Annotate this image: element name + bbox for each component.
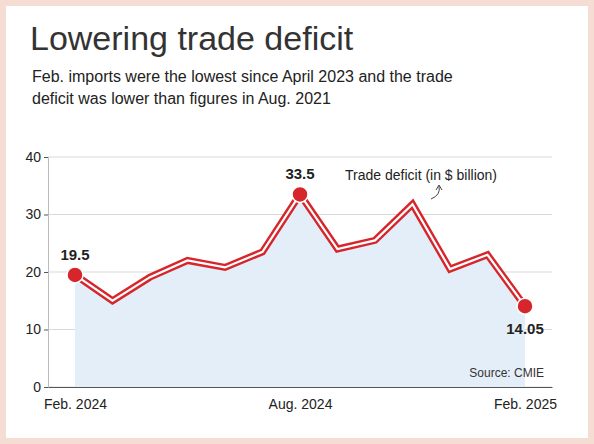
y-tick-label: 30 [25,206,41,222]
x-tick-label: Aug. 2024 [269,396,333,412]
subtitle: Feb. imports were the lowest since April… [32,68,453,107]
x-tick-label: Feb. 2025 [494,396,557,412]
plot-marks [67,186,533,387]
x-tick-label: Feb. 2024 [44,396,107,412]
data-label: 19.5 [60,246,89,263]
y-tick-label: 10 [25,321,41,337]
card [6,6,588,438]
y-tick: 30 [25,206,48,222]
y-tick-label: 40 [25,149,41,165]
grid [48,157,552,387]
title: Lowering trade deficit [30,19,354,57]
y-tick-mark [44,387,48,388]
y-tick-mark [44,272,48,273]
subtitle-line: deficit was lower than figures in Aug. 2… [32,90,331,107]
point [517,298,533,314]
grid-line [48,157,552,158]
y-tick-label: 20 [25,264,41,280]
frame [0,0,594,444]
y-tick: 40 [25,149,48,165]
chart: Lowering trade deficit Feb. imports were … [0,0,594,444]
x-tick: Aug. 2024 [269,387,333,412]
x-axis-line [49,387,553,388]
line-outer [75,194,525,306]
x-tick: Feb. 2025 [494,387,557,412]
y-tick-label: 0 [33,379,41,395]
data-label: 14.05 [506,320,544,337]
subtitle-line: Feb. imports were the lowest since April… [32,68,453,85]
data-label: 33.5 [285,165,314,182]
y-tick-mark [44,215,48,216]
point [67,267,83,283]
y-axis-line [44,158,49,388]
x-tick: Feb. 2024 [44,387,107,412]
annotation: Trade deficit (in $ billion) [345,167,497,183]
point [292,186,308,202]
y-tick-mark [44,330,48,331]
annotation-arrowhead [436,185,442,190]
source: Source: CMIE [469,366,544,380]
y-axis: 0 10 20 30 40 [25,149,48,395]
annotation-arrow [431,186,439,199]
y-tick: 20 [25,264,48,280]
y-tick-mark [44,157,48,158]
y-tick: 0 [33,379,48,395]
area [75,194,525,387]
y-tick: 10 [25,321,48,337]
x-axis: Feb. 2024 Aug. 2024 Feb. 2025 [44,387,557,412]
line-inner [75,194,525,306]
